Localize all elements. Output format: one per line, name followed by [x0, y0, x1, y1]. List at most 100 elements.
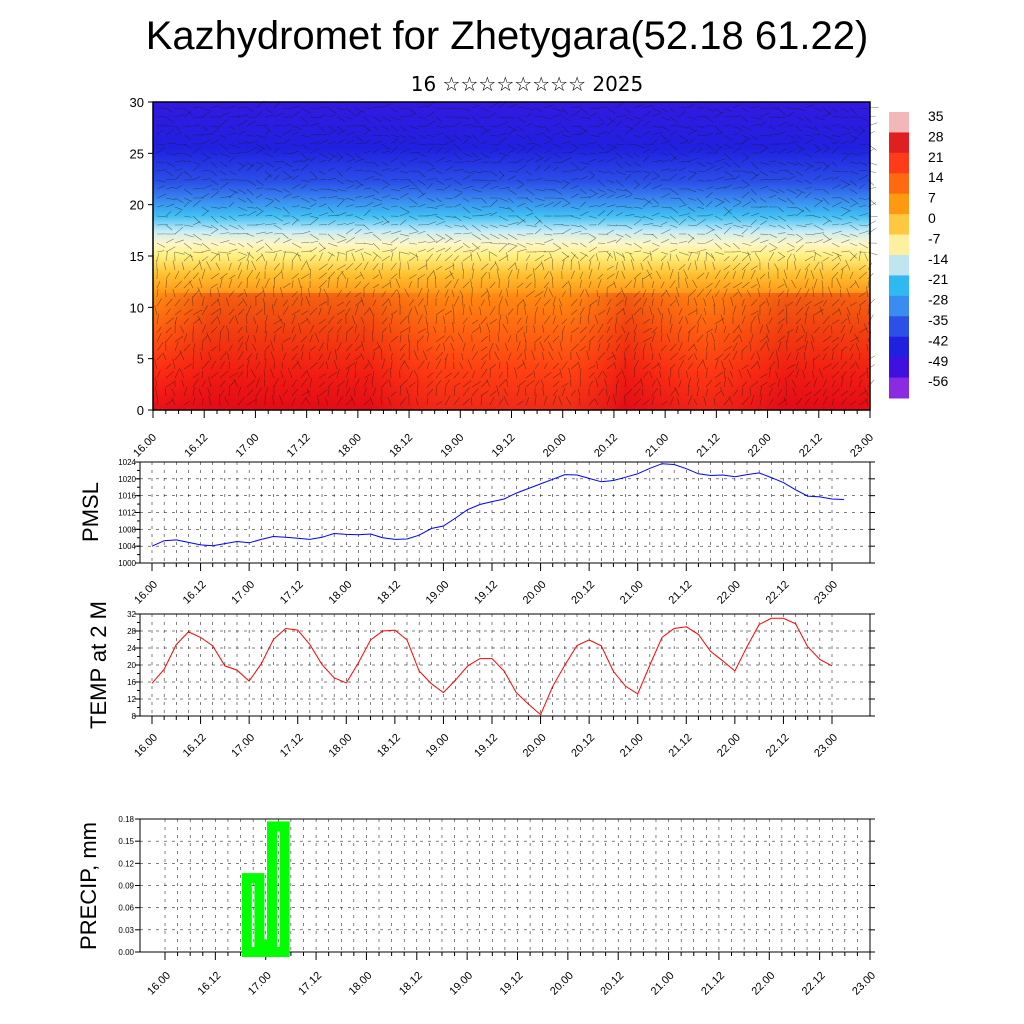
- wind-barb: [542, 307, 545, 316]
- wind-barb: [723, 152, 732, 161]
- wind-barb: [804, 179, 812, 185]
- x-tick-label: 16.12: [181, 579, 209, 607]
- wind-barb: [462, 197, 470, 203]
- wind-barb: [183, 143, 191, 149]
- wind-barb: [721, 360, 725, 370]
- wind-barb: [192, 261, 201, 271]
- wind-barb: [514, 262, 518, 271]
- wind-barb: [525, 254, 531, 262]
- wind-barb: [253, 316, 257, 325]
- wind-barb: [615, 233, 624, 238]
- wind-barb: [543, 270, 550, 280]
- wind-barb: [705, 328, 713, 334]
- wind-barb: [282, 176, 293, 181]
- wind-barb: [561, 251, 569, 258]
- wind-barb: [624, 280, 633, 289]
- wind-barb: [786, 150, 795, 154]
- wind-barb: [570, 343, 579, 352]
- wind-barb: [291, 205, 300, 208]
- wind-barb: [570, 178, 579, 181]
- wind-barb: [579, 335, 587, 343]
- wind-barb: [813, 161, 823, 164]
- x-tick-label: 20.12: [598, 970, 626, 998]
- wind-barb: [327, 141, 336, 145]
- wind-barb: [336, 368, 340, 379]
- wind-barb: [750, 134, 758, 140]
- wind-barb: [208, 395, 212, 406]
- wind-barb: [606, 118, 615, 127]
- wind-barb: [696, 179, 705, 182]
- wind-barb: [354, 107, 365, 113]
- wind-barb: [467, 359, 473, 370]
- wind-barb: [435, 188, 445, 191]
- wind-barb: [444, 335, 450, 343]
- wind-barb: [840, 318, 848, 325]
- wind-barb: [300, 134, 311, 138]
- wind-barb: [525, 188, 535, 196]
- wind-barb: [831, 262, 840, 271]
- wind-barb: [480, 263, 489, 271]
- wind-barb: [489, 125, 498, 128]
- wind-barb: [741, 387, 744, 397]
- wind-barb: [741, 251, 751, 255]
- wind-barb: [696, 386, 700, 397]
- wind-barb: [506, 288, 509, 298]
- wind-barb: [174, 206, 183, 211]
- wind-barb: [452, 322, 455, 334]
- wind-barb: [219, 273, 228, 280]
- wind-barb: [732, 334, 740, 343]
- wind-barb: [471, 134, 480, 142]
- wind-barb: [838, 307, 842, 316]
- wind-barb: [255, 187, 264, 190]
- wind-barb: [804, 263, 811, 271]
- wind-barb: [669, 387, 677, 397]
- wind-barb: [723, 107, 732, 112]
- wind-barb: [597, 343, 601, 352]
- wind-barb: [264, 143, 272, 150]
- wind-barb: [345, 152, 354, 159]
- wind-barb: [651, 233, 658, 239]
- wind-barb: [642, 289, 647, 298]
- wind-barb: [766, 298, 770, 307]
- wind-barb: [444, 139, 456, 145]
- wind-barb: [804, 288, 810, 298]
- wind-barb: [692, 279, 698, 289]
- wind-barb: [588, 125, 599, 128]
- wind-barb: [480, 299, 485, 307]
- wind-barb: [615, 194, 626, 199]
- wind-barb: [821, 280, 824, 289]
- wind-barb: [354, 361, 357, 370]
- wind-barb: [407, 334, 410, 343]
- wind-barb: [165, 279, 168, 289]
- wind-barb: [255, 147, 266, 154]
- wind-barb: [633, 290, 641, 298]
- wind-barb: [642, 399, 650, 406]
- wind-barb: [363, 307, 371, 316]
- wind-barb: [657, 362, 662, 370]
- wind-barb: [403, 360, 410, 370]
- wind-barb: [795, 116, 804, 121]
- wind-barb: [840, 239, 850, 244]
- wind-barb: [309, 254, 316, 262]
- wind-barb: [660, 281, 665, 289]
- wind-barb: [298, 323, 302, 334]
- wind-barb: [390, 205, 398, 208]
- wind-barb: [831, 146, 840, 154]
- wind-barb: [683, 269, 689, 280]
- wind-barb: [795, 361, 799, 370]
- wind-barb: [678, 271, 680, 280]
- wind-barb: [687, 188, 696, 192]
- wind-barb: [414, 306, 419, 316]
- wind-barb: [750, 106, 759, 109]
- wind-barb: [804, 331, 808, 343]
- wind-barb: [255, 161, 264, 165]
- wind-barb: [642, 371, 649, 379]
- wind-barb: [219, 325, 225, 334]
- wind-barb: [552, 201, 562, 208]
- wind-barb: [678, 204, 688, 208]
- wind-barb: [372, 314, 375, 325]
- wind-barb: [237, 261, 242, 271]
- colorbar-label: -21: [928, 271, 948, 287]
- wind-barb: [471, 326, 480, 334]
